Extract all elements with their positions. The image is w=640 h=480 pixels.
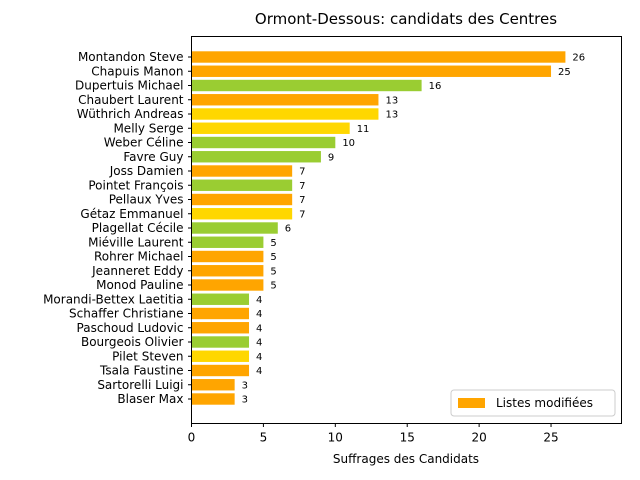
y-tick-label-chaubert-laurent: Chaubert Laurent: [78, 93, 184, 107]
y-tick-label-rohrer-michael: Rohrer Michael: [94, 250, 184, 264]
data-label-tsala-faustine: 4: [256, 366, 262, 377]
y-tick-label-pellaux-yves: Pellaux Yves: [109, 193, 184, 207]
data-label-dupertuis-michael: 16: [429, 81, 442, 92]
x-tick-label-10: 10: [328, 431, 343, 445]
bar-bourgeois-olivier: [191, 336, 250, 348]
bar-wuthrich-andreas: [191, 108, 379, 120]
data-label-schaffer-christiane: 4: [256, 309, 262, 320]
data-label-plagellat-cecile: 6: [285, 224, 291, 235]
bar-plagellat-cecile: [191, 222, 278, 234]
y-tick-label-monod-pauline: Monod Pauline: [96, 278, 183, 292]
y-tick-label-wuthrich-andreas: Wüthrich Andreas: [77, 107, 184, 121]
bar-monod-pauline: [191, 279, 264, 291]
y-tick-label-joss-damien: Joss Damien: [109, 164, 184, 178]
bar-mieville-laurent: [191, 236, 264, 248]
data-label-melly-serge: 11: [357, 124, 370, 135]
data-label-chapuis-manon: 25: [558, 67, 571, 78]
legend-swatch-listes-modifiees: [458, 398, 485, 408]
bar-chapuis-manon: [191, 65, 552, 77]
bar-sartorelli-luigi: [191, 379, 235, 391]
y-tick-label-tsala-faustine: Tsala Faustine: [99, 364, 184, 378]
y-tick-label-jeanneret-eddy: Jeanneret Eddy: [91, 264, 183, 278]
bar-melly-serge: [191, 122, 350, 134]
data-label-morandi-bettex-laetitia: 4: [256, 295, 262, 306]
data-label-mieville-laurent: 5: [270, 238, 276, 249]
data-label-monod-pauline: 5: [270, 281, 276, 292]
bar-joss-damien: [191, 165, 293, 177]
y-tick-label-melly-serge: Melly Serge: [113, 121, 183, 135]
x-axis: 0 5 10 15 20 25: [188, 423, 559, 445]
data-label-pointet-francois: 7: [299, 181, 305, 192]
y-tick-label-plagellat-cecile: Plagellat Cécile: [92, 221, 184, 235]
bar-schaffer-christiane: [191, 307, 250, 320]
data-label-rohrer-michael: 5: [270, 252, 276, 263]
y-tick-label-paschoud-ludovic: Paschoud Ludovic: [77, 321, 184, 335]
x-tick-label-0: 0: [188, 431, 196, 445]
y-tick-label-blaser-max: Blaser Max: [117, 392, 183, 406]
x-tick-label-25: 25: [543, 431, 558, 445]
y-tick-label-pilet-steven: Pilet Steven: [112, 349, 183, 363]
bar-favre-guy: [191, 151, 321, 163]
plot-frame: [191, 36, 622, 424]
data-label-sartorelli-luigi: 3: [242, 380, 248, 391]
y-tick-label-pointet-francois: Pointet François: [88, 178, 183, 192]
y-tick-label-bourgeois-olivier: Bourgeois Olivier: [81, 335, 184, 349]
data-label-montandon-steve: 26: [572, 53, 585, 64]
data-label-chaubert-laurent: 13: [385, 95, 398, 106]
bar-montandon-steve: [191, 51, 566, 63]
bar-dupertuis-michael: [191, 79, 422, 92]
y-tick-label-dupertuis-michael: Dupertuis Michael: [75, 79, 183, 93]
y-tick-label-getaz-emmanuel: Gétaz Emmanuel: [80, 207, 183, 221]
data-label-pellaux-yves: 7: [299, 195, 305, 206]
y-tick-label-morandi-bettex-laetitia: Morandi-Bettex Laetitia: [43, 292, 183, 306]
y-tick-label-sartorelli-luigi: Sartorelli Luigi: [97, 378, 183, 392]
y-tick-label-schaffer-christiane: Schaffer Christiane: [69, 307, 183, 321]
chart-title: Ormont-Dessous: candidats des Centres: [255, 10, 557, 28]
x-tick-label-5: 5: [260, 431, 268, 445]
bar-getaz-emmanuel: [191, 208, 293, 220]
y-tick-label-mieville-laurent: Miéville Laurent: [88, 235, 184, 249]
bar-morandi-bettex-laetitia: [191, 293, 250, 305]
legend-frame: [450, 389, 616, 417]
x-axis-label: Suffrages des Candidats: [333, 452, 479, 466]
x-tick-label-20: 20: [471, 431, 486, 445]
data-label-wuthrich-andreas: 13: [385, 110, 398, 121]
y-tick-label-favre-guy: Favre Guy: [123, 150, 183, 164]
data-label-jeanneret-eddy: 5: [270, 266, 276, 277]
data-label-bourgeois-olivier: 4: [256, 338, 262, 349]
y-tick-label-chapuis-manon: Chapuis Manon: [91, 64, 183, 78]
bar-weber-celine: [191, 136, 336, 149]
y-tick-label-montandon-steve: Montandon Steve: [78, 50, 184, 64]
data-label-getaz-emmanuel: 7: [299, 209, 305, 220]
legend: Listes modifiées: [450, 389, 616, 417]
legend-label-listes-modifiees: Listes modifiées: [496, 396, 593, 410]
data-label-blaser-max: 3: [242, 395, 248, 406]
bar-tsala-faustine: [191, 364, 250, 377]
bar-paschoud-ludovic: [191, 322, 250, 334]
data-label-weber-celine: 10: [342, 138, 355, 149]
bar-blaser-max: [191, 393, 235, 405]
x-tick-label-15: 15: [400, 431, 415, 445]
data-label-pilet-steven: 4: [256, 352, 262, 363]
y-tick-label-weber-celine: Weber Céline: [104, 136, 184, 150]
data-label-joss-damien: 7: [299, 167, 305, 178]
data-label-paschoud-ludovic: 4: [256, 323, 262, 334]
bar-pointet-francois: [191, 179, 293, 191]
bar-chaubert-laurent: [191, 94, 379, 106]
bar-rohrer-michael: [191, 250, 264, 263]
bar-jeanneret-eddy: [191, 265, 264, 277]
data-label-favre-guy: 9: [328, 152, 334, 163]
bar-pellaux-yves: [191, 193, 293, 206]
bar-pilet-steven: [191, 350, 250, 362]
